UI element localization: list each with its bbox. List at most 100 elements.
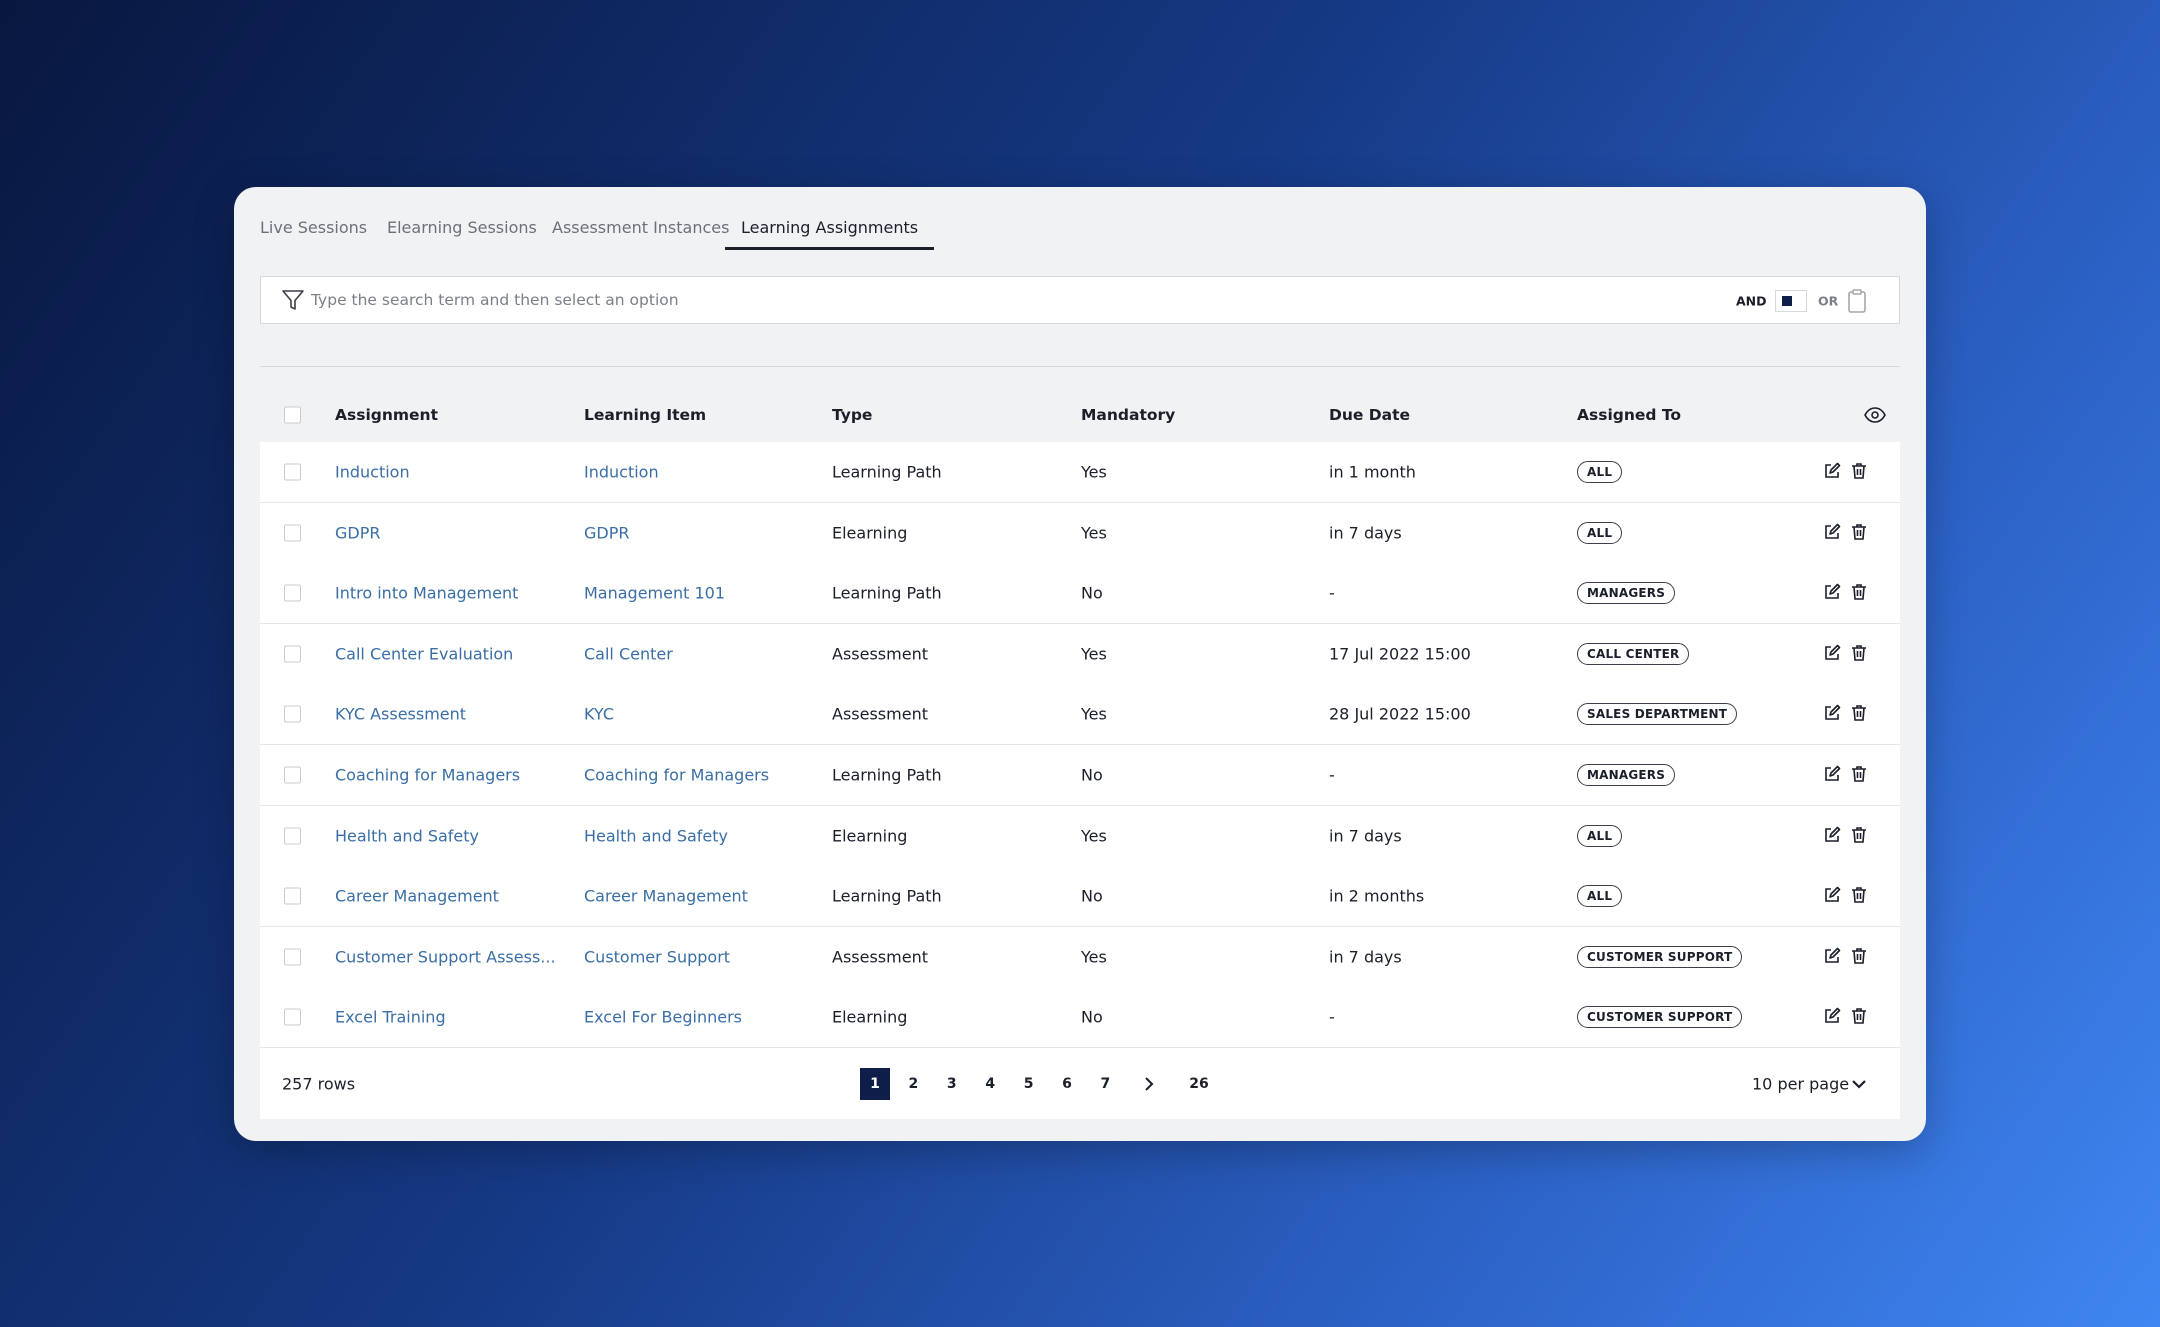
- edit-icon[interactable]: [1823, 886, 1841, 908]
- tab[interactable]: Live Sessions: [260, 218, 368, 237]
- page-button[interactable]: 2: [908, 1076, 919, 1092]
- link-cell[interactable]: Health and Safety: [335, 826, 479, 846]
- row-checkbox[interactable]: [284, 705, 301, 723]
- edit-icon[interactable]: [1823, 644, 1841, 666]
- link-cell[interactable]: Call Center: [584, 644, 673, 664]
- search-placeholder: Type the search term and then select an …: [311, 291, 679, 309]
- table-cell: -: [1329, 1007, 1335, 1027]
- table-cell: Learning Path: [832, 886, 942, 906]
- column-header[interactable]: Assigned To: [1577, 406, 1682, 424]
- clipboard-icon[interactable]: [1847, 288, 1867, 314]
- row-checkbox[interactable]: [284, 645, 301, 663]
- edit-icon[interactable]: [1823, 523, 1841, 545]
- table-row: [260, 745, 1900, 806]
- row-checkbox[interactable]: [284, 1008, 301, 1026]
- row-checkbox[interactable]: [284, 584, 301, 602]
- edit-icon[interactable]: [1823, 462, 1841, 484]
- column-header[interactable]: Learning Item: [584, 406, 707, 424]
- link-cell[interactable]: GDPR: [584, 523, 630, 543]
- link-cell[interactable]: Customer Support Assess...: [335, 947, 556, 967]
- row-checkbox[interactable]: [284, 463, 301, 481]
- link-cell[interactable]: KYC: [584, 704, 614, 724]
- page-button[interactable]: 6: [1062, 1076, 1072, 1092]
- table-cell: Elearning: [832, 1007, 908, 1027]
- row-checkbox[interactable]: [284, 524, 301, 542]
- delete-icon[interactable]: [1850, 704, 1868, 726]
- row-checkbox[interactable]: [284, 948, 301, 966]
- link-cell[interactable]: Intro into Management: [335, 583, 519, 603]
- table-row: [260, 926, 1900, 988]
- tab-underline: [725, 247, 935, 250]
- column-header[interactable]: Due Date: [1329, 406, 1411, 424]
- link-cell[interactable]: Career Management: [335, 886, 499, 906]
- page-button[interactable]: 5: [1023, 1076, 1034, 1092]
- link-cell[interactable]: Excel For Beginners: [584, 1007, 743, 1027]
- table-row: [260, 442, 1900, 503]
- row-checkbox[interactable]: [284, 887, 301, 905]
- next-page[interactable]: [1134, 1068, 1164, 1100]
- delete-icon[interactable]: [1850, 765, 1868, 787]
- last-page[interactable]: 26: [1189, 1076, 1209, 1092]
- link-cell[interactable]: Management 101: [584, 583, 726, 603]
- or-label: OR: [1818, 293, 1839, 309]
- table-cell: Assessment: [832, 947, 928, 967]
- table-row: [260, 563, 1900, 625]
- link-cell[interactable]: Coaching for Managers: [584, 765, 770, 785]
- edit-icon[interactable]: [1823, 947, 1841, 969]
- column-header[interactable]: Assignment: [335, 406, 438, 424]
- delete-icon[interactable]: [1850, 462, 1868, 484]
- page-button[interactable]: 7: [1100, 1076, 1111, 1092]
- tab[interactable]: Elearning Sessions: [387, 218, 537, 237]
- footer: [260, 1048, 1900, 1119]
- delete-icon[interactable]: [1850, 583, 1868, 605]
- toggle-knob: [1782, 296, 1792, 306]
- select-all-checkbox[interactable]: [284, 406, 301, 424]
- edit-icon[interactable]: [1823, 1007, 1841, 1029]
- link-cell[interactable]: KYC Assessment: [335, 704, 467, 724]
- search-box[interactable]: Type the search term and then select an …: [260, 276, 1900, 324]
- per-page[interactable]: 10 per page: [1752, 1074, 1850, 1094]
- table-cell: Yes: [1081, 826, 1107, 846]
- link-cell[interactable]: Induction: [584, 462, 659, 482]
- delete-icon[interactable]: [1850, 826, 1868, 848]
- table-cell: in 2 months: [1329, 886, 1425, 906]
- link-cell[interactable]: Customer Support: [584, 947, 731, 967]
- toggle[interactable]: [1775, 290, 1807, 312]
- tab[interactable]: Learning Assignments: [741, 218, 919, 237]
- row-checkbox[interactable]: [284, 827, 301, 845]
- edit-icon[interactable]: [1823, 583, 1841, 605]
- table-cell: No: [1081, 765, 1103, 785]
- table-cell: in 1 month: [1329, 462, 1416, 482]
- table-row: [260, 684, 1900, 746]
- link-cell[interactable]: Coaching for Managers: [335, 765, 521, 785]
- link-cell[interactable]: GDPR: [335, 523, 381, 543]
- table-cell: Yes: [1081, 644, 1107, 664]
- tab[interactable]: Assessment Instances: [552, 218, 730, 237]
- column-visibility-icon[interactable]: [1864, 406, 1886, 424]
- delete-icon[interactable]: [1850, 947, 1868, 969]
- table-cell: in 7 days: [1329, 523, 1402, 543]
- delete-icon[interactable]: [1850, 644, 1868, 666]
- table-cell: in 7 days: [1329, 826, 1402, 846]
- delete-icon[interactable]: [1850, 523, 1868, 545]
- column-header[interactable]: Mandatory: [1081, 406, 1176, 424]
- delete-icon[interactable]: [1850, 1007, 1868, 1029]
- delete-icon[interactable]: [1850, 886, 1868, 908]
- page-button[interactable]: 3: [946, 1076, 957, 1092]
- column-header[interactable]: Type: [832, 406, 873, 424]
- page-button[interactable]: 4: [985, 1076, 996, 1092]
- link-cell[interactable]: Health and Safety: [584, 826, 728, 846]
- link-cell[interactable]: Call Center Evaluation: [335, 644, 514, 664]
- per-page-chevron[interactable]: [1850, 1075, 1868, 1093]
- link-cell[interactable]: Excel Training: [335, 1007, 446, 1027]
- table-row: [260, 805, 1900, 867]
- page-button[interactable]: 1: [860, 1068, 890, 1100]
- edit-icon[interactable]: [1823, 826, 1841, 848]
- edit-icon[interactable]: [1823, 765, 1841, 787]
- table-row: [260, 502, 1900, 564]
- link-cell[interactable]: Career Management: [584, 886, 748, 906]
- row-checkbox[interactable]: [284, 766, 301, 784]
- edit-icon[interactable]: [1823, 704, 1841, 726]
- link-cell[interactable]: Induction: [335, 462, 410, 482]
